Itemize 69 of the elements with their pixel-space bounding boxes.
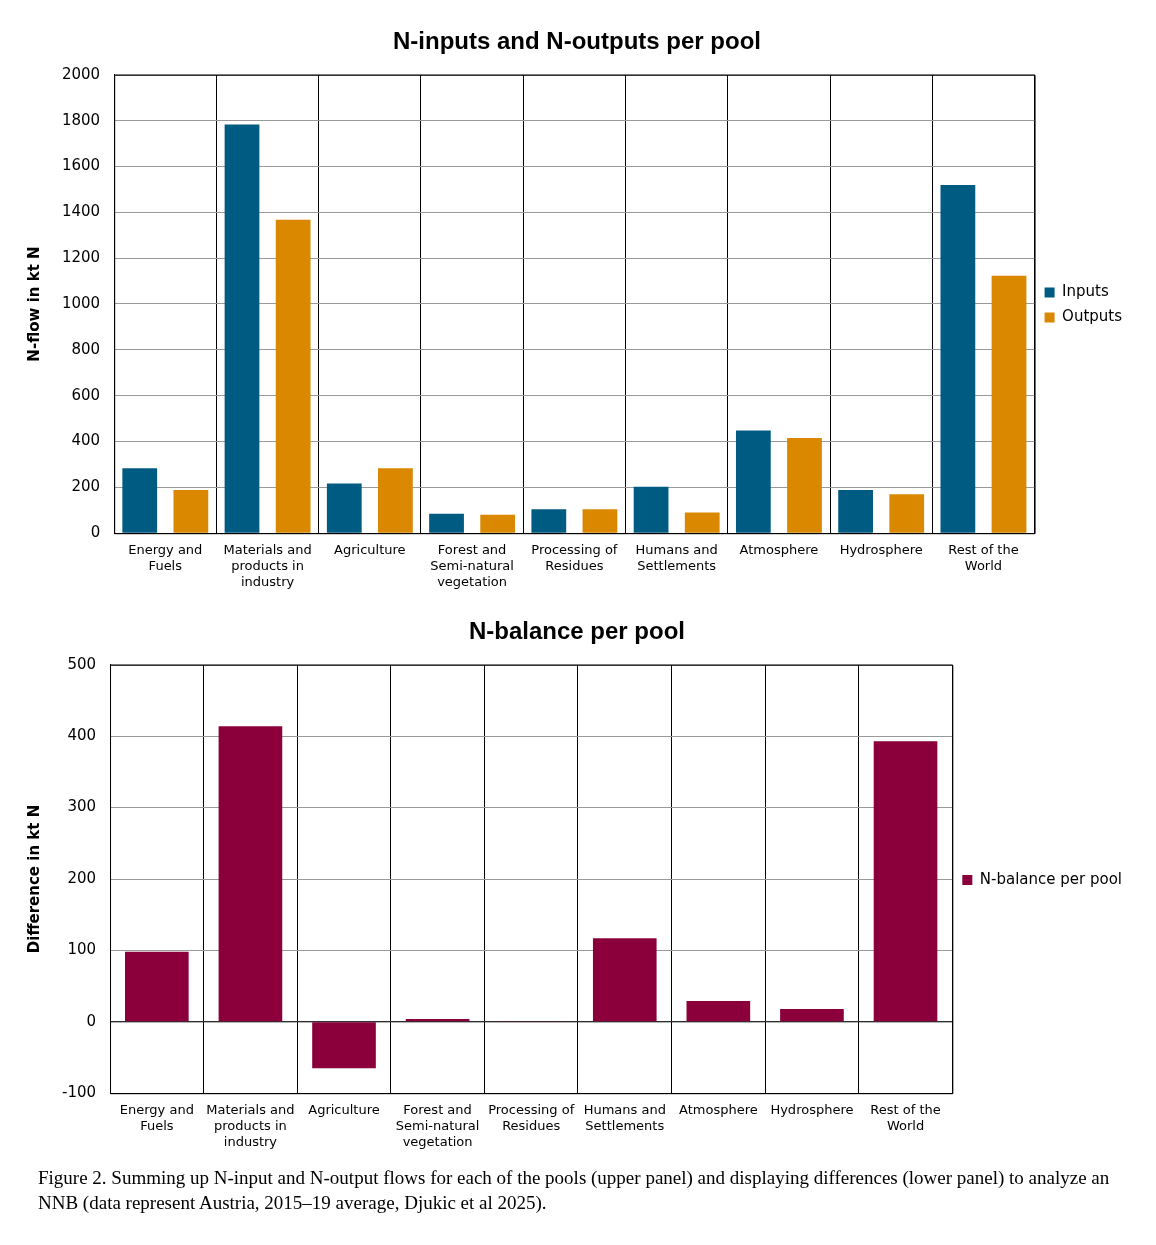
x-tick-label: Humans and Settlements: [583, 1102, 666, 1133]
x-tick-label: Energy and Fuels: [119, 1102, 194, 1133]
y-tick-label: 100: [67, 940, 97, 959]
bar: [780, 1008, 844, 1022]
x-tick-label: Hydrosphere: [770, 1102, 854, 1118]
y-tick-label: 600: [71, 385, 101, 404]
bar: [991, 275, 1027, 533]
caption: Figure 2. Summing up N-input and N-output flows for each of the pools (upper panel) and displaying differences (lower panel) to analyze an NNB (data represent Austria, 2015–19 average, Djukic et al 2025).: [38, 1166, 1111, 1215]
x-tick-label: Processing of Residues: [488, 1102, 575, 1133]
x-tick-label: Atmosphere: [739, 542, 819, 558]
x-tick-label: Humans and Settlements: [635, 542, 718, 573]
y-tick-label: -100: [62, 1083, 97, 1102]
legend-label: N-balance per pool: [979, 869, 1122, 888]
y-tick-label: 1600: [61, 156, 101, 175]
y-tick-label: 800: [71, 339, 101, 358]
x-tick-label: Rest of the World: [948, 542, 1019, 573]
x-tick-label: Materials and products in industry: [206, 1102, 295, 1149]
x-tick-label: Forest and Semi-natural vegetation: [430, 542, 514, 589]
bar: [122, 468, 158, 533]
x-tick-label: Atmosphere: [679, 1102, 758, 1118]
y-axis-title: Difference in kt N: [24, 804, 43, 954]
bar: [735, 430, 771, 533]
y-axis-title: N-flow in kt N: [24, 246, 43, 362]
bar: [684, 512, 720, 533]
x-tick-label: Hydrosphere: [839, 542, 923, 558]
chart-title: N-balance per pool: [468, 617, 686, 645]
x-tick-label: Forest and Semi-natural vegetation: [395, 1102, 480, 1149]
y-tick-label: 1400: [61, 202, 101, 221]
y-tick-label: 200: [71, 477, 101, 496]
x-tick-label: Rest of the World: [870, 1102, 941, 1133]
y-tick-label: 2000: [61, 64, 101, 83]
bar: [125, 951, 189, 1022]
bar: [633, 486, 669, 533]
legend-label: Outputs: [1062, 307, 1123, 326]
bar: [173, 489, 209, 533]
bar: [326, 483, 362, 533]
bar: [378, 468, 413, 533]
y-tick-label: 1000: [61, 293, 101, 312]
x-tick-label: Processing of Residues: [531, 542, 618, 573]
bar: [275, 219, 311, 533]
bar: [312, 1022, 376, 1069]
y-tick-label: 200: [67, 868, 97, 887]
y-tick-label: 300: [67, 797, 97, 816]
y-tick-label: 500: [67, 654, 97, 673]
bar: [940, 185, 976, 533]
bar: [873, 741, 938, 1022]
x-tick-label: Energy and Fuels: [128, 542, 203, 573]
bar: [582, 509, 618, 533]
x-tick-label: Materials and products in industry: [223, 542, 312, 589]
bar: [480, 514, 516, 533]
bar: [686, 1001, 751, 1022]
bar: [224, 124, 260, 533]
bar: [429, 513, 464, 533]
y-tick-label: 400: [67, 726, 97, 745]
bar: [218, 726, 283, 1022]
bar: [531, 509, 567, 533]
x-tick-label: Agriculture: [308, 1102, 380, 1118]
chart-title: N-inputs and N-outputs per pool: [393, 27, 761, 55]
bar: [787, 438, 822, 533]
y-tick-label: 1200: [61, 248, 101, 267]
y-tick-label: 0: [90, 523, 101, 542]
bar: [592, 938, 657, 1022]
bar: [889, 494, 925, 533]
y-tick-label: 1800: [61, 110, 101, 129]
legend-label: Inputs: [1062, 282, 1109, 301]
y-tick-label: 400: [71, 431, 101, 450]
x-tick-label: Agriculture: [334, 542, 406, 558]
y-tick-label: 0: [86, 1011, 97, 1030]
bar: [838, 489, 873, 533]
